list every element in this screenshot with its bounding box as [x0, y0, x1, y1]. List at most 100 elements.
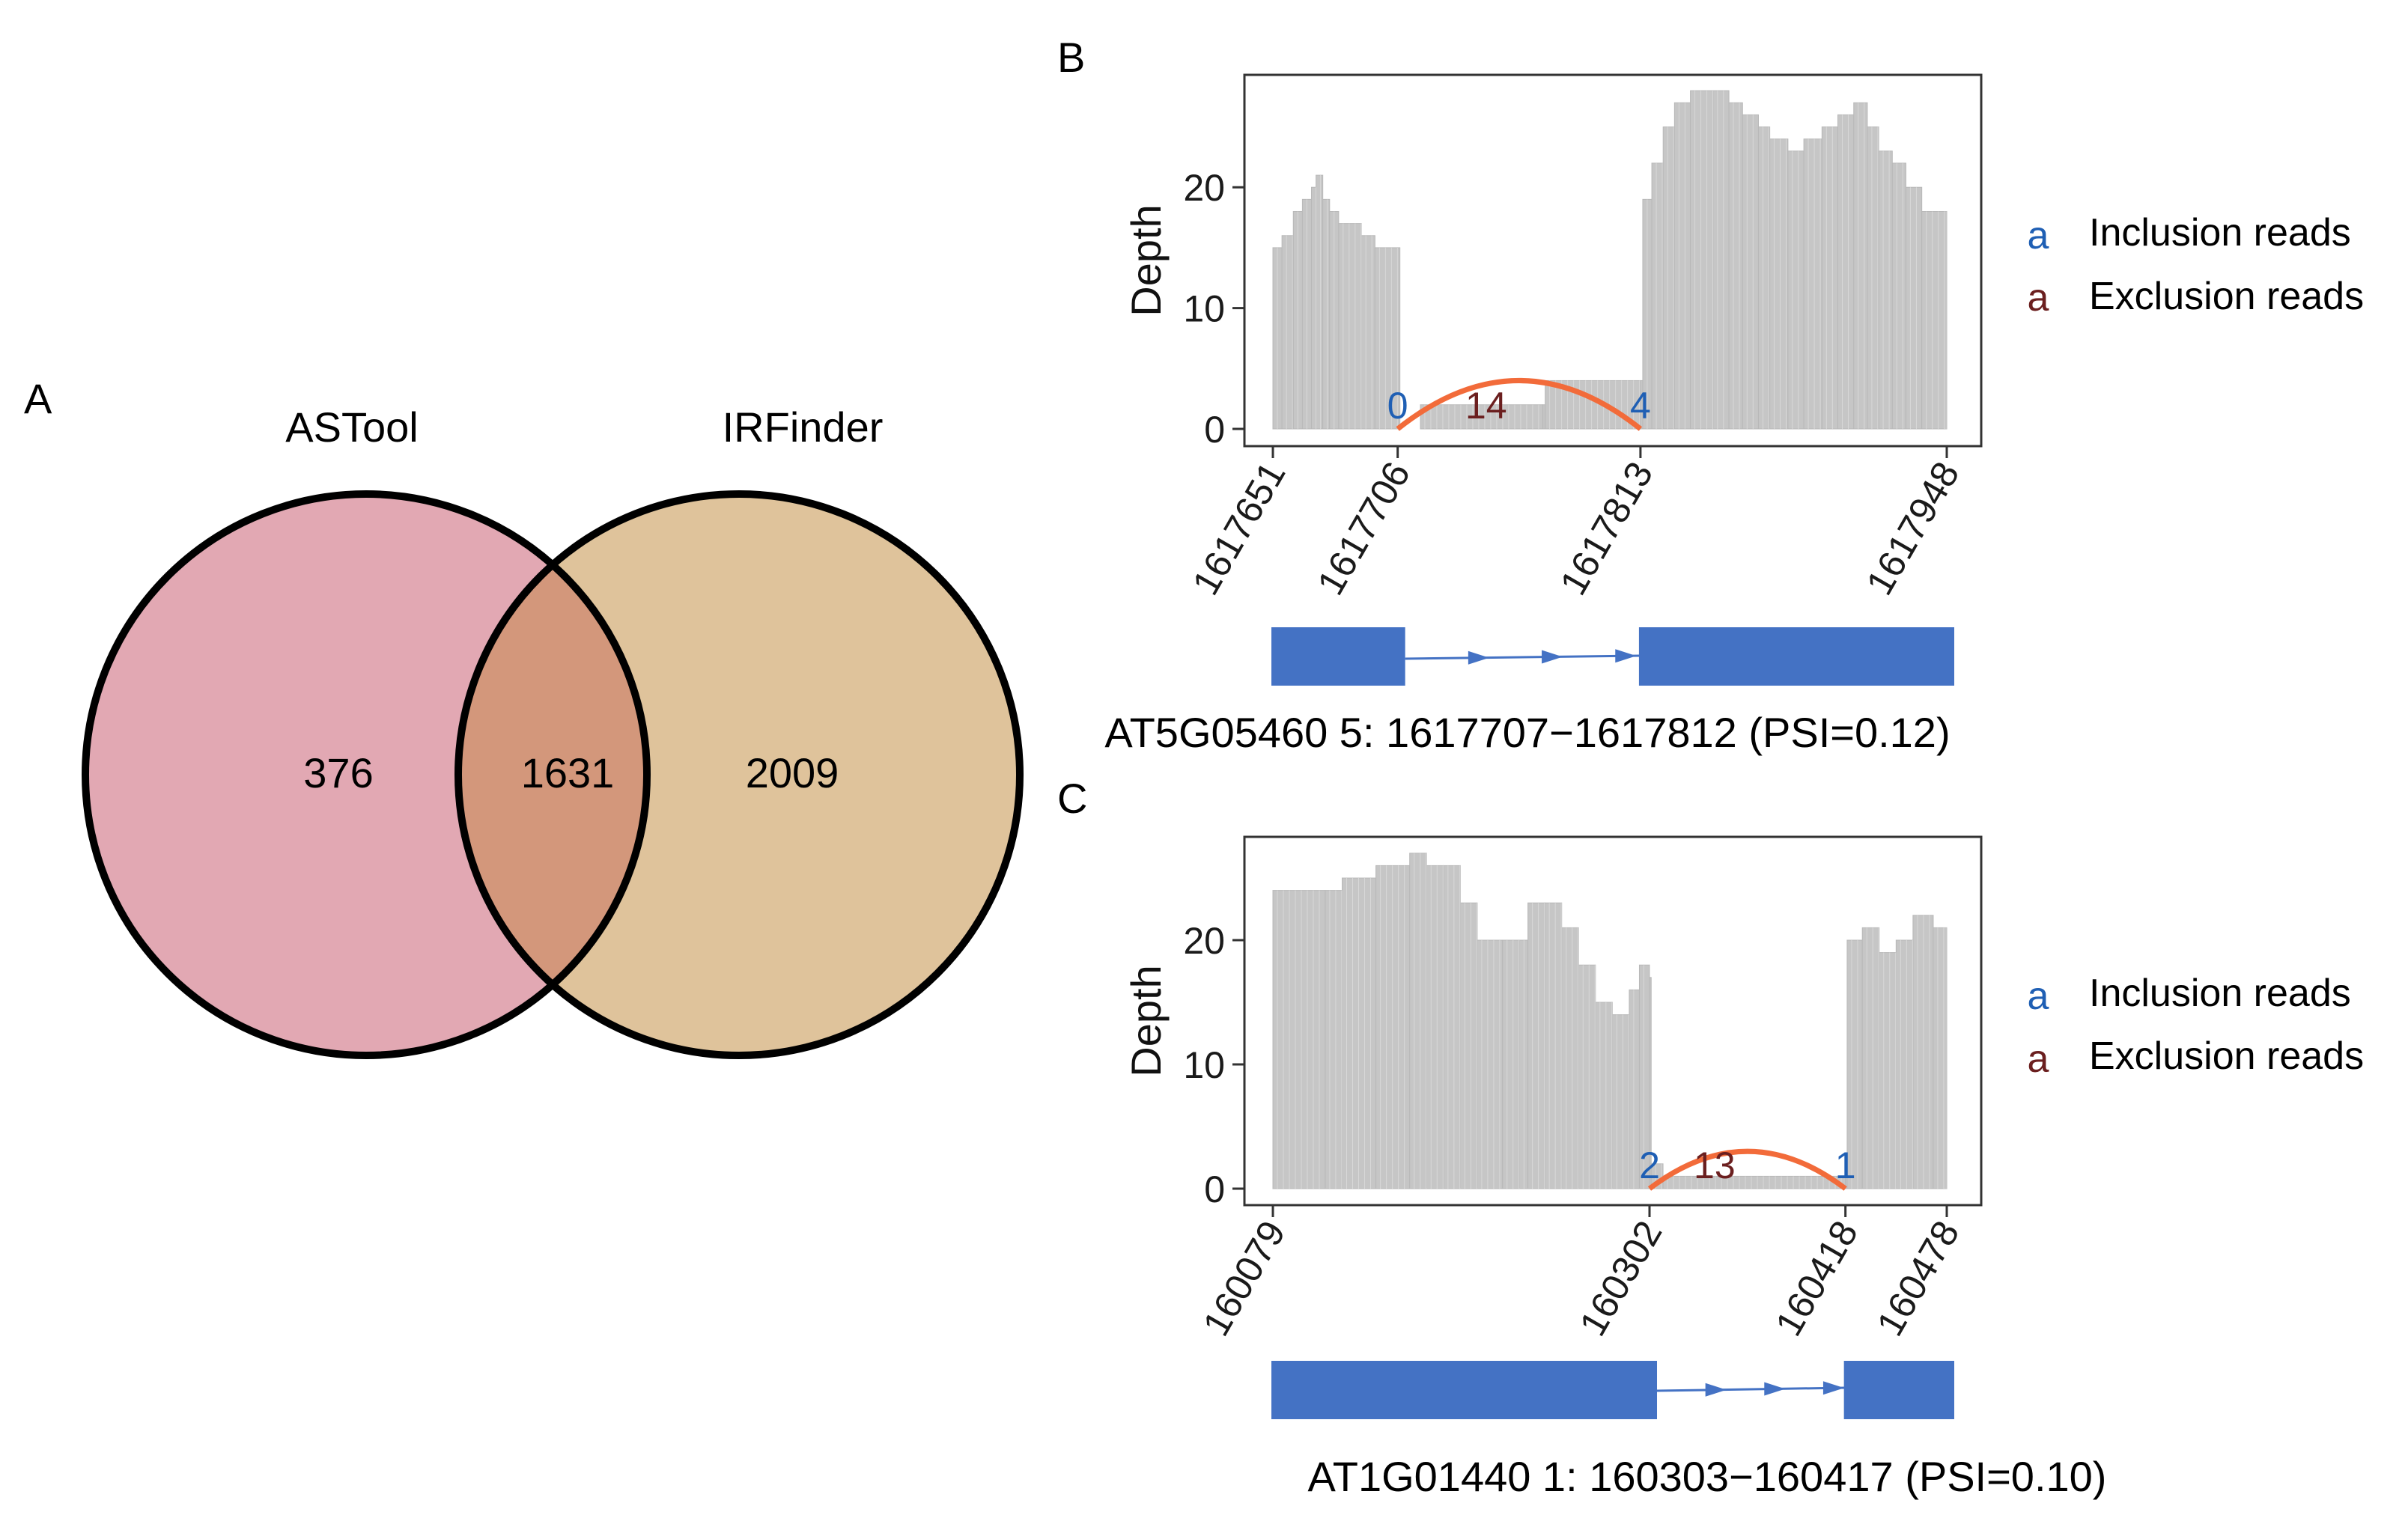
legend-c-inclusion-label: Inclusion reads — [2089, 972, 2351, 1015]
coverage-bar — [1311, 186, 1317, 430]
coverage-bar — [1867, 127, 1879, 430]
y-axis-label: Depth — [1122, 204, 1170, 316]
venn-diagram — [82, 490, 1024, 1059]
panel-label-b: B — [1057, 34, 1085, 81]
legend-c-inclusion-glyph: a — [2028, 975, 2049, 1018]
coverage-bar — [1769, 138, 1789, 430]
intron-arrow — [1542, 650, 1563, 664]
coverage-bar — [1921, 210, 1948, 430]
venn-left-label: ASTool — [285, 403, 418, 451]
inclusion-count-right: 4 — [1630, 385, 1651, 427]
coverage-bar — [1629, 989, 1640, 1189]
exclusion-count: 14 — [1465, 385, 1507, 427]
coverage-bar — [1891, 162, 1906, 430]
coverage-bar — [1281, 235, 1294, 430]
y-tick-label: 10 — [1183, 288, 1225, 330]
y-tick-label: 10 — [1183, 1044, 1225, 1086]
coverage-bar — [1459, 902, 1478, 1189]
intron-arrow — [1822, 1381, 1844, 1395]
panel-b-caption: AT5G05460 5: 1617707−1617812 (PSI=0.12) — [1104, 709, 1950, 756]
panel-b-sashimi-plot: 0 10 20 Depth 1617651 1617706 1617813 1617948 0 1… — [1122, 73, 1983, 686]
legend-c-exclusion-label: Exclusion reads — [2089, 1034, 2364, 1078]
legend-b: a Inclusion reads a Exclusion reads — [2028, 211, 2365, 320]
panel-c-sashimi-plot: 0 10 20 Depth 160079 160302 160418 160478 2 13 1 — [1122, 835, 1983, 1419]
intron-line — [1405, 654, 1641, 660]
coverage-bar — [1712, 90, 1730, 430]
inclusion-count-left: 2 — [1639, 1144, 1660, 1186]
venn-right-outline — [454, 490, 1024, 1059]
coverage-bar — [1443, 865, 1461, 1189]
coverage-bar — [1944, 211, 1947, 429]
intron-arrow — [1615, 649, 1637, 663]
coverage-bar — [1561, 927, 1579, 1189]
venn-overlap-region — [458, 565, 647, 984]
coverage-bar — [1338, 223, 1362, 430]
coverage-bar — [1861, 927, 1880, 1189]
panel-label-a: A — [24, 375, 52, 422]
venn-overlap-count: 1631 — [521, 749, 615, 796]
exon-box — [1638, 627, 1954, 686]
coverage-bar — [1905, 186, 1923, 430]
intron-arrow — [1764, 1382, 1786, 1396]
legend-b-inclusion-glyph: a — [2028, 214, 2049, 257]
coverage-bar — [1821, 127, 1839, 430]
coverage-bar — [1409, 853, 1427, 1189]
coverage-bar — [1325, 890, 1343, 1189]
junction-arc — [1647, 1148, 1847, 1191]
exclusion-count: 13 — [1694, 1144, 1736, 1186]
coverage-bar — [1895, 939, 1914, 1189]
x-tick-label: 160418 — [1767, 1214, 1866, 1344]
exon-box — [1271, 1361, 1658, 1419]
coverage-bar — [1544, 902, 1563, 1189]
legend-b-inclusion-label: Inclusion reads — [2089, 211, 2351, 254]
coverage-bar — [1803, 138, 1822, 430]
coverage-bar — [1853, 102, 1868, 430]
coverage-bar — [1272, 890, 1326, 1189]
venn-left-only-count: 376 — [303, 749, 373, 796]
coverage-bar — [1944, 927, 1947, 1189]
x-tick-label: 160302 — [1572, 1214, 1670, 1344]
venn-left-outline — [82, 490, 651, 1059]
coverage-bar — [1502, 939, 1520, 1189]
coverage-bar — [1578, 964, 1596, 1189]
x-tick-label: 160079 — [1195, 1214, 1294, 1344]
x-tick-label: 1617813 — [1552, 455, 1661, 603]
coverage-bar — [1787, 150, 1805, 430]
coverage-bar — [1316, 174, 1324, 430]
panel-c-caption: AT1G01440 1: 160303−160417 (PSI=0.10) — [1308, 1453, 2107, 1500]
y-tick-label: 0 — [1204, 1168, 1225, 1210]
coverage-bar — [1879, 952, 1897, 1189]
x-tick-label: 1617948 — [1858, 455, 1968, 603]
legend-b-exclusion-label: Exclusion reads — [2089, 275, 2364, 318]
inclusion-count-right: 1 — [1835, 1144, 1856, 1186]
coverage-bar — [1662, 127, 1675, 430]
coverage-bar — [1360, 235, 1375, 430]
plot-frame — [1243, 835, 1983, 1207]
y-tick-label: 20 — [1183, 920, 1225, 962]
coverage-bar — [1477, 939, 1504, 1189]
inclusion-count-left: 0 — [1387, 385, 1408, 427]
y-tick-label: 20 — [1183, 167, 1225, 209]
coverage-bar — [1742, 114, 1759, 430]
coverage-bar — [1837, 114, 1855, 430]
plot-frame — [1243, 73, 1983, 448]
coverage-bar — [1322, 198, 1331, 430]
intron-line — [1656, 1386, 1846, 1392]
legend-c-exclusion-glyph: a — [2028, 1037, 2049, 1081]
coverage-bar — [1662, 1175, 1846, 1189]
coverage-bar — [1728, 102, 1743, 430]
coverage-bar — [1527, 902, 1545, 1189]
x-tick-label: 1617651 — [1185, 455, 1294, 603]
y-axis-label: Depth — [1122, 965, 1170, 1076]
coverage-bar — [1673, 102, 1691, 430]
venn-right-label: IRFinder — [723, 403, 884, 451]
x-tick-label: 160478 — [1869, 1214, 1968, 1344]
legend-b-exclusion-glyph: a — [2028, 276, 2049, 320]
y-tick-label: 0 — [1204, 409, 1225, 451]
x-tick-label: 1617706 — [1309, 454, 1418, 602]
coverage-bar — [1878, 150, 1893, 430]
legend-c: a Inclusion reads a Exclusion reads — [2028, 972, 2365, 1081]
coverage-bar — [1757, 127, 1771, 430]
exon-box — [1271, 627, 1405, 686]
